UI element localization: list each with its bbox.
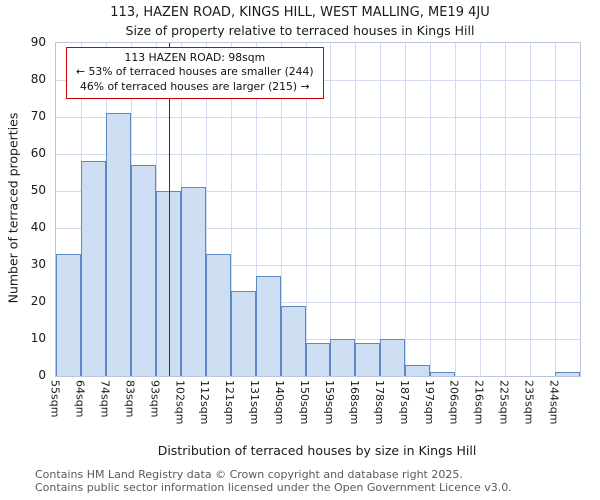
x-tick-label: 102sqm <box>173 380 187 425</box>
y-tick-label: 80 <box>30 72 46 86</box>
attribution-line-2: Contains public sector information licen… <box>35 481 512 495</box>
x-tick-label: 235sqm <box>522 380 536 425</box>
histogram-bar <box>430 372 456 376</box>
gridline-vertical <box>455 43 457 376</box>
gridline-vertical <box>230 43 232 376</box>
histogram-bar <box>230 290 256 376</box>
y-tick-label: 0 <box>38 368 46 382</box>
attribution: Contains HM Land Registry data © Crown c… <box>35 468 512 494</box>
gridline-vertical <box>330 43 332 376</box>
y-tick-label: 20 <box>30 294 46 308</box>
histogram-bar <box>405 364 431 376</box>
gridline-vertical <box>530 43 532 376</box>
x-tick-label: 112sqm <box>198 380 212 425</box>
gridline-horizontal <box>56 154 580 155</box>
gridline-vertical <box>205 43 207 376</box>
histogram-bar <box>205 253 231 376</box>
x-tick-label: 225sqm <box>497 380 511 425</box>
x-tick-label: 206sqm <box>447 380 461 425</box>
histogram-bar <box>555 372 580 376</box>
x-tick-label: 140sqm <box>273 380 287 425</box>
x-tick-label: 55sqm <box>48 380 62 418</box>
annotation-line-1: 113 HAZEN ROAD: 98sqm <box>124 51 266 64</box>
gridline-vertical <box>305 43 307 376</box>
histogram-bar <box>155 191 181 376</box>
x-tick-label: 178sqm <box>372 380 386 425</box>
gridline-vertical <box>280 43 282 376</box>
x-tick-label: 168sqm <box>347 380 361 425</box>
annotation-line-3: 46% of terraced houses are larger (215) … <box>80 79 310 93</box>
y-tick-label: 90 <box>30 35 46 49</box>
x-tick-label: 197sqm <box>422 380 436 425</box>
gridline-vertical <box>355 43 357 376</box>
gridline-vertical <box>380 43 382 376</box>
gridline-vertical <box>255 43 257 376</box>
histogram-bar <box>80 161 106 376</box>
x-axis-title: Distribution of terraced houses by size … <box>157 443 477 458</box>
histogram-bar <box>355 342 381 376</box>
histogram-bar <box>105 113 131 376</box>
histogram-bar <box>330 339 356 376</box>
y-tick-label: 60 <box>30 146 46 160</box>
gridline-vertical <box>430 43 432 376</box>
gridline-horizontal <box>56 339 580 340</box>
gridline-horizontal <box>56 228 580 229</box>
annotation-line-2: ← 53% of terraced houses are smaller (24… <box>76 65 314 79</box>
y-tick-label: 40 <box>30 220 46 234</box>
x-tick-label: 93sqm <box>148 380 162 418</box>
chart-title: 113, HAZEN ROAD, KINGS HILL, WEST MALLIN… <box>110 5 490 20</box>
property-annotation-box: 113 HAZEN ROAD: 98sqm ← 53% of terraced … <box>66 47 324 99</box>
y-tick-labels: 0 10 20 30 40 50 60 70 80 90 <box>0 35 48 382</box>
x-tick-label: 216sqm <box>472 380 486 425</box>
gridline-vertical <box>405 43 407 376</box>
chart-subtitle: Size of property relative to terraced ho… <box>125 23 475 38</box>
x-tick-label: 74sqm <box>98 380 112 418</box>
y-tick-label: 30 <box>30 257 46 271</box>
histogram-bar <box>280 305 306 376</box>
x-tick-label: 83sqm <box>123 380 137 418</box>
histogram-bar <box>255 276 281 376</box>
y-tick-label: 70 <box>30 109 46 123</box>
histogram-bar <box>305 342 331 376</box>
y-tick-label: 10 <box>30 331 46 345</box>
x-tick-label: 150sqm <box>298 380 312 425</box>
x-tick-label: 187sqm <box>397 380 411 425</box>
histogram-bar <box>130 165 156 376</box>
x-tick-label: 244sqm <box>547 380 561 425</box>
gridline-vertical <box>505 43 507 376</box>
histogram-bar <box>380 339 406 376</box>
histogram-bar <box>56 253 81 376</box>
gridline-vertical <box>555 43 557 376</box>
gridline-horizontal <box>56 302 580 303</box>
x-tick-label: 131sqm <box>248 380 262 425</box>
gridline-horizontal <box>56 191 580 192</box>
x-tick-label: 121sqm <box>223 380 237 425</box>
gridline-horizontal <box>56 265 580 266</box>
attribution-line-1: Contains HM Land Registry data © Crown c… <box>35 468 463 481</box>
gridline-vertical <box>480 43 482 376</box>
x-tick-label: 64sqm <box>73 380 87 418</box>
x-tick-label: 159sqm <box>322 380 336 425</box>
property-marker-line <box>168 43 171 376</box>
y-tick-label: 50 <box>30 183 46 197</box>
gridline-horizontal <box>56 117 580 118</box>
x-tick-labels: 55sqm 64sqm 74sqm 83sqm 93sqm 102sqm 112sqm 121… <box>49 380 583 432</box>
histogram-bar <box>180 187 206 376</box>
